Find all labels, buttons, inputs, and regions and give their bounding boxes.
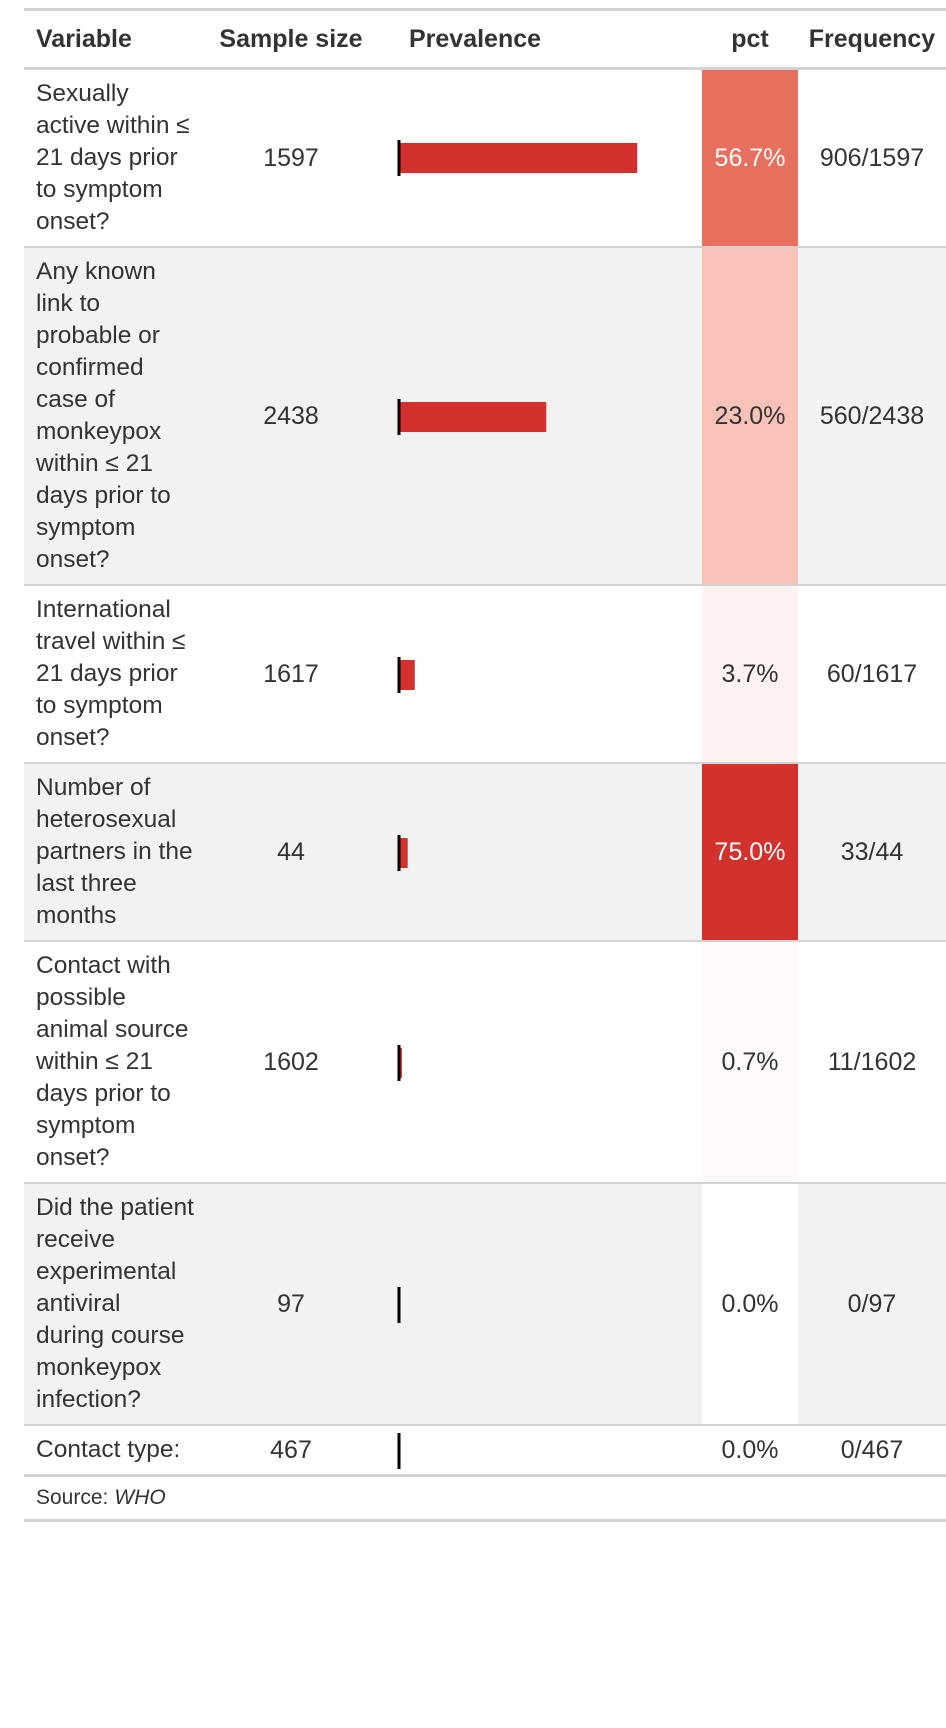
header-frequency: Frequency <box>808 24 936 53</box>
variable-cell: Sexually active within ≤ 21 days prior t… <box>36 80 190 235</box>
sample-size-cell: 2438 <box>263 401 319 430</box>
variable-cell: Any known link to probable or confirmed … <box>36 258 171 573</box>
pct-cell: 56.7% <box>702 70 798 246</box>
pct-cell: 23.0% <box>702 248 798 584</box>
table-row: International travel within ≤ 21 days pr… <box>24 584 946 762</box>
header-pct: pct <box>731 24 769 53</box>
table-body: Sexually active within ≤ 21 days prior t… <box>24 70 946 1474</box>
table-row: Any known link to probable or confirmed … <box>24 246 946 584</box>
header-rule <box>24 67 946 70</box>
pct-cell: 0.7% <box>702 942 798 1182</box>
frequency-cell: 560/2438 <box>819 401 925 430</box>
source-note: Source: WHO <box>24 1477 946 1519</box>
variable-cell: Did the patient receive experimental ant… <box>36 1194 194 1413</box>
frequency-cell: 906/1597 <box>819 143 925 172</box>
prevalence-bar-svg <box>397 835 408 871</box>
prevalence-bar-cell <box>387 70 702 246</box>
table-row: Contact with possible animal source with… <box>24 940 946 1182</box>
prevalence-bar-cell <box>387 764 702 940</box>
prevalence-bar <box>399 838 408 868</box>
prevalence-bar-svg <box>397 1287 401 1323</box>
variable-cell: Contact type: <box>36 1436 181 1463</box>
source-label: Source: <box>36 1486 109 1509</box>
prevalence-bar <box>399 143 638 173</box>
sample-size-cell: 1617 <box>263 659 319 688</box>
sample-size-cell: 44 <box>277 837 305 866</box>
variable-cell: Number of heterosexual partners in the l… <box>36 774 193 929</box>
prevalence-bar <box>399 660 415 690</box>
sample-size-cell: 1602 <box>263 1047 319 1076</box>
prevalence-bar-svg <box>397 140 638 176</box>
table-end-rule <box>24 1519 946 1522</box>
prevalence-bar-svg <box>397 399 547 435</box>
frequency-cell: 0/97 <box>847 1289 897 1318</box>
source-value: WHO <box>114 1486 166 1509</box>
pct-cell: 3.7% <box>702 586 798 762</box>
frequency-cell: 60/1617 <box>826 659 918 688</box>
table-row: Sexually active within ≤ 21 days prior t… <box>24 70 946 246</box>
sample-size-cell: 1597 <box>263 143 319 172</box>
prevalence-bar-svg <box>397 1433 401 1469</box>
table-header: Variable Sample size Prevalence pct Freq… <box>24 11 946 67</box>
prevalence-bar-cell <box>387 1426 702 1474</box>
variable-cell: Contact with possible animal source with… <box>36 952 189 1171</box>
prevalence-bar-svg <box>397 1045 402 1081</box>
header-sample-size: Sample size <box>219 24 363 53</box>
table-bottom-rule <box>24 1474 946 1477</box>
prevalence-bar-cell <box>387 942 702 1182</box>
header-prevalence: Prevalence <box>409 24 542 53</box>
frequency-cell: 0/467 <box>840 1435 904 1464</box>
variable-cell: International travel within ≤ 21 days pr… <box>36 596 186 751</box>
table-top-rule <box>24 8 946 11</box>
prevalence-bar-cell <box>387 248 702 584</box>
prevalence-bar-cell <box>387 586 702 762</box>
sample-size-cell: 97 <box>277 1289 305 1318</box>
sample-size-cell: 467 <box>270 1435 312 1464</box>
pct-cell: 75.0% <box>702 764 798 940</box>
header-variable: Variable <box>36 24 132 53</box>
frequency-cell: 11/1602 <box>827 1047 917 1076</box>
pct-cell: 0.0% <box>702 1426 798 1474</box>
frequency-cell: 33/44 <box>840 837 904 866</box>
table-row: Number of heterosexual partners in the l… <box>24 762 946 940</box>
table-row: Did the patient receive experimental ant… <box>24 1182 946 1424</box>
table-row: Contact type: 467 0.0% 0/467 <box>24 1424 946 1474</box>
prevalence-bar-svg <box>397 657 415 693</box>
prevalence-bar-cell <box>387 1184 702 1424</box>
summary-table: Variable Sample size Prevalence pct Freq… <box>24 8 946 1522</box>
prevalence-bar <box>399 402 547 432</box>
pct-cell: 0.0% <box>702 1184 798 1424</box>
